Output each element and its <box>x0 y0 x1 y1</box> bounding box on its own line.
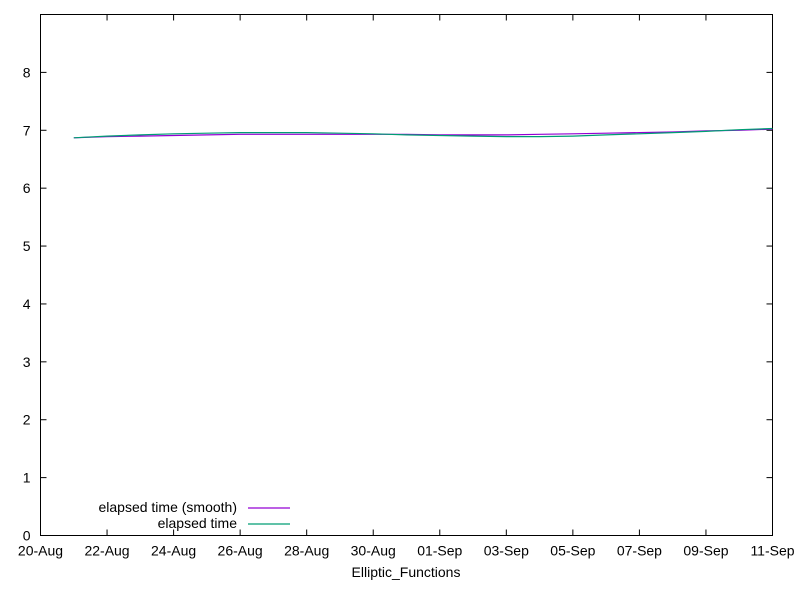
y-tick-label: 3 <box>23 354 31 370</box>
x-tick-label: 03-Sep <box>484 543 529 559</box>
y-tick-label: 0 <box>23 528 31 544</box>
y-tick-label: 4 <box>23 296 31 312</box>
y-tick-label: 1 <box>23 470 31 486</box>
y-axis: 0 1 2 3 4 5 6 7 8 <box>23 64 773 544</box>
x-tick-label: 28-Aug <box>284 543 329 559</box>
x-tick-label: 26-Aug <box>218 543 263 559</box>
y-tick-label: 5 <box>23 238 31 254</box>
legend-label: elapsed time (smooth) <box>98 499 237 515</box>
x-tick-label: 30-Aug <box>351 543 396 559</box>
x-tick-label: 22-Aug <box>84 543 129 559</box>
y-tick-label: 7 <box>23 122 31 138</box>
x-tick-label: 05-Sep <box>550 543 595 559</box>
series-lines <box>73 127 773 139</box>
plot-frame <box>40 14 773 536</box>
legend: elapsed time (smooth)elapsed time <box>98 499 290 531</box>
x-tick-label: 09-Sep <box>683 543 728 559</box>
x-tick-label: 01-Sep <box>417 543 462 559</box>
series-line-elapsed-time <box>73 127 773 139</box>
x-tick-label: 20-Aug <box>18 543 63 559</box>
x-tick-label: 11-Sep <box>750 543 794 559</box>
y-tick-label: 6 <box>23 180 31 196</box>
legend-label: elapsed time <box>158 515 238 531</box>
x-tick-label: 24-Aug <box>151 543 196 559</box>
x-axis: 20-Aug 22-Aug 24-Aug 26-Aug 28-Aug 30-Aug 01-S… <box>18 14 795 559</box>
x-axis-label: Elliptic_Functions <box>352 564 461 580</box>
y-tick-label: 2 <box>23 412 31 428</box>
x-tick-label: 07-Sep <box>617 543 662 559</box>
y-tick-label: 8 <box>23 64 31 80</box>
